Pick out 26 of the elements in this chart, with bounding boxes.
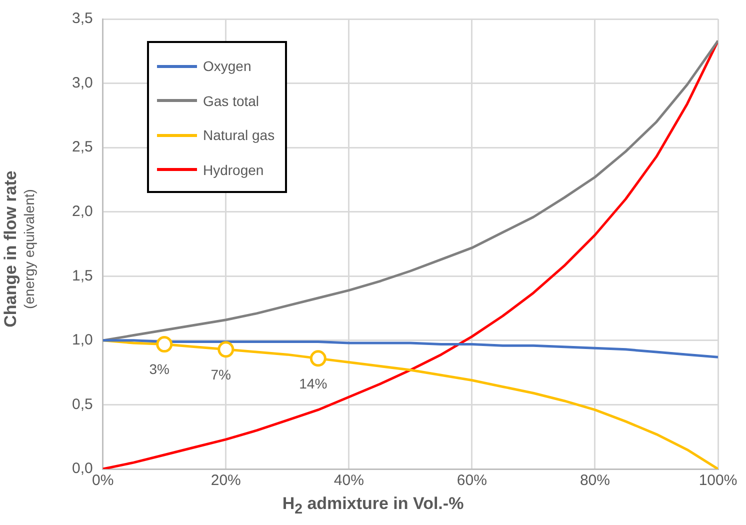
y-tick-label: 3,5 <box>72 10 93 28</box>
x-tick-label: 80% <box>580 472 610 490</box>
legend-label: Natural gas <box>203 127 275 144</box>
x-tick-label: 0% <box>92 472 114 490</box>
point <box>310 350 326 367</box>
x-tick-label: 100% <box>698 472 738 490</box>
y-axis-title: Change in flow rate (energy equivalent) <box>1 170 38 330</box>
y-tick-label: 0,5 <box>72 396 93 413</box>
x-tick-label: 40% <box>334 472 364 490</box>
y-tick-label: 3,0 <box>72 74 93 92</box>
y-tick-label: 1,5 <box>72 267 93 284</box>
y-tick-label: 2,5 <box>72 138 93 156</box>
x-tick-label: 20% <box>210 472 241 490</box>
annotation: 7% <box>210 366 231 382</box>
point <box>218 341 234 358</box>
y-tick-label: 1,0 <box>72 332 93 349</box>
y-tick-label: 2,0 <box>72 203 93 220</box>
legend-label: Gas total <box>203 92 260 109</box>
point <box>156 336 173 353</box>
annotation: 14% <box>299 375 328 392</box>
y-tick-label: 0,0 <box>72 460 93 478</box>
annotation: 3% <box>149 361 170 378</box>
x-tick-label: 60% <box>456 472 487 490</box>
legend-label: Oxygen <box>203 58 252 74</box>
x-axis-title: H$_{2}$ admixture in Vol.-% <box>281 494 465 518</box>
legend-label: Hydrogen <box>203 162 264 178</box>
